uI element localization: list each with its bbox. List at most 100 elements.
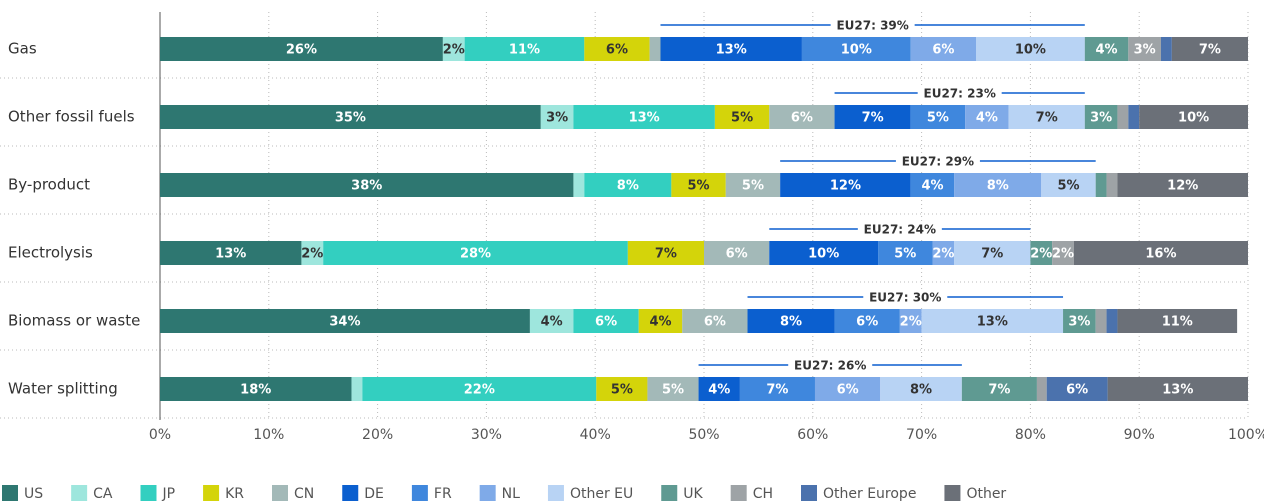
legend-label: NL	[502, 486, 520, 502]
bar-segment	[899, 309, 922, 333]
x-tick-label: 10%	[253, 427, 284, 443]
x-tick-label: 90%	[1124, 427, 1155, 443]
bar-segment	[1171, 37, 1248, 61]
x-tick-label: 100%	[1228, 427, 1264, 443]
segment-label: 5%	[731, 111, 753, 126]
legend-swatch	[272, 485, 288, 501]
legend-swatch	[730, 485, 747, 501]
segment-label: 2%	[932, 247, 954, 262]
legend-swatch	[71, 485, 88, 501]
bar-segment	[160, 37, 443, 61]
bar-segment	[671, 173, 726, 197]
legend-label: UK	[683, 486, 703, 502]
segment-label: 5%	[927, 111, 949, 126]
eu27-label-bg	[830, 17, 915, 33]
bar-segment	[596, 377, 648, 401]
segment-label: 2%	[900, 315, 922, 330]
eu27-label-bg	[857, 221, 942, 237]
legend-label: JP	[162, 486, 176, 502]
eu27-label: EU27: 26%	[794, 359, 866, 373]
bar-segment	[801, 37, 911, 61]
legend-swatch	[342, 485, 359, 501]
eu27-label: EU27: 30%	[869, 291, 941, 305]
x-tick-label: 60%	[797, 427, 828, 443]
segment-label: 5%	[1057, 179, 1079, 194]
segment-label: 5%	[662, 383, 684, 398]
segment-label: 3%	[1090, 111, 1112, 126]
legend-swatch	[801, 485, 817, 501]
segment-label: 4%	[976, 111, 998, 126]
segment-label: 8%	[987, 179, 1009, 194]
bar-segment	[1041, 173, 1096, 197]
segment-label: 2%	[443, 43, 465, 58]
segment-label: 11%	[1162, 315, 1193, 330]
legend-swatch	[547, 485, 564, 501]
bar-segment	[1117, 173, 1248, 197]
bar-segment	[704, 241, 770, 265]
bar-segment	[1095, 309, 1107, 333]
bar-segment	[160, 309, 530, 333]
bar-segment	[660, 37, 802, 61]
bar-segment	[739, 377, 815, 401]
bar-segment	[1052, 241, 1074, 265]
x-tick-label: 40%	[580, 427, 611, 443]
segment-label: 8%	[910, 383, 932, 398]
segment-label: 6%	[704, 315, 726, 330]
eu27-label: EU27: 23%	[924, 87, 996, 101]
bar-segment	[1030, 241, 1053, 265]
legend-label: Other Europe	[823, 486, 916, 502]
bar-segment	[573, 309, 639, 333]
segment-label: 12%	[830, 179, 861, 194]
eu27-label-bg	[895, 153, 980, 169]
bar-segment	[323, 241, 628, 265]
x-tick-label: 20%	[362, 427, 393, 443]
x-tick-label: 70%	[906, 427, 937, 443]
bar-segment	[1008, 105, 1085, 129]
segment-label: 4%	[708, 383, 730, 398]
segment-label: 13%	[1162, 383, 1193, 398]
legend-swatch	[944, 485, 961, 501]
bar-segment	[1139, 105, 1248, 129]
segment-label: 10%	[841, 43, 872, 58]
segment-label: 3%	[1134, 43, 1156, 58]
bar-segment	[878, 241, 933, 265]
legend-label: CH	[753, 486, 773, 502]
category-label: Gas	[8, 40, 37, 58]
legend-swatch	[2, 485, 18, 501]
segment-label: 13%	[977, 315, 1008, 330]
legend-label: DE	[364, 486, 384, 502]
bar-segment	[910, 37, 976, 61]
bar-segment	[682, 309, 748, 333]
segment-label: 5%	[742, 179, 764, 194]
bar-segment	[649, 37, 661, 61]
legend-label: FR	[434, 486, 452, 502]
bar-segment	[301, 241, 324, 265]
segment-label: 7%	[981, 247, 1003, 262]
segment-label: 7%	[1199, 43, 1221, 58]
bar-segment	[1046, 377, 1108, 401]
x-tick-label: 80%	[1015, 427, 1046, 443]
bar-segment	[714, 105, 770, 129]
bar-segment	[160, 377, 352, 401]
bar-segment	[160, 241, 302, 265]
segment-label: 7%	[988, 383, 1010, 398]
x-tick-label: 50%	[688, 427, 719, 443]
segment-label: 7%	[655, 247, 677, 262]
category-label: Water splitting	[8, 380, 118, 398]
segment-label: 13%	[716, 43, 747, 58]
segment-label: 16%	[1145, 247, 1176, 262]
legend-swatch	[479, 485, 496, 501]
bar-segment	[880, 377, 962, 401]
bar-segment	[1106, 173, 1118, 197]
segment-label: 10%	[808, 247, 839, 262]
segment-label: 28%	[460, 247, 491, 262]
bar-segment	[698, 377, 740, 401]
legend-swatch	[411, 485, 428, 501]
bar-segment	[921, 309, 1064, 333]
eu27-label: EU27: 24%	[864, 223, 936, 237]
eu27-label-bg	[863, 289, 948, 305]
segment-label: 7%	[862, 111, 884, 126]
eu27-label: EU27: 29%	[902, 155, 974, 169]
bar-segment	[1095, 173, 1107, 197]
